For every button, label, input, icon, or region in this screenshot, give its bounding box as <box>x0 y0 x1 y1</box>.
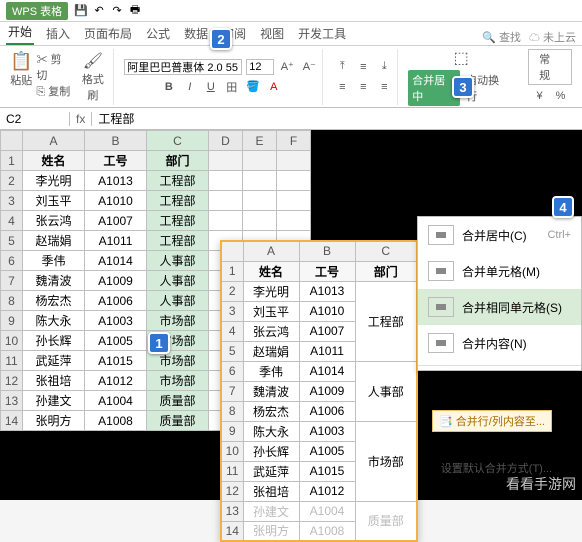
menu-set-default[interactable]: 设置默认合并方式(T)... <box>441 460 552 476</box>
search-link[interactable]: 🔍 查找 <box>482 29 521 45</box>
watermark: 看看手游网 <box>506 474 576 494</box>
ribbon: 📋 粘贴 ✂ 剪切 ⎘ 复制 🖌 格式刷 A⁺ A⁻ B I U 田 🪣 <box>0 46 582 108</box>
align-top-icon[interactable]: ⤒ <box>333 58 351 76</box>
print-icon[interactable]: 🖶 <box>128 4 142 18</box>
callout-1: 1 <box>148 332 170 354</box>
copy-icon[interactable]: ⎘ 复制 <box>36 83 72 99</box>
merge-icon[interactable]: ⬚ <box>454 48 469 68</box>
percent-icon[interactable]: % <box>552 87 570 105</box>
formula-value[interactable]: 工程部 <box>92 110 140 127</box>
increase-font-icon[interactable]: A⁺ <box>278 58 296 76</box>
number-group: 常规 ¥ % <box>524 49 576 105</box>
sheet-area: ABCDEF1姓名工号部门2李光明A1013工程部3刘玉平A1010工程部4张云… <box>0 130 582 500</box>
tab-layout[interactable]: 页面布局 <box>82 22 134 45</box>
align-mid-icon[interactable]: ≡ <box>354 58 372 76</box>
align-left-icon[interactable]: ≡ <box>333 78 351 96</box>
menu-item[interactable]: 合并相同单元格(S) <box>418 289 581 325</box>
italic-icon[interactable]: I <box>181 78 199 96</box>
align-right-icon[interactable]: ≡ <box>375 78 393 96</box>
app-badge: WPS 表格 <box>6 2 68 20</box>
underline-icon[interactable]: U <box>202 78 220 96</box>
title-bar: WPS 表格 💾 ↶ ↷ 🖶 <box>0 0 582 22</box>
border-icon[interactable]: 田 <box>223 78 241 96</box>
tab-data[interactable]: 数据 <box>182 22 210 45</box>
tab-insert[interactable]: 插入 <box>44 22 72 45</box>
align-group: ⤒ ≡ ⤓ ≡ ≡ ≡ <box>329 49 398 105</box>
font-color-icon[interactable]: A <box>265 78 283 96</box>
currency-icon[interactable]: ¥ <box>531 87 549 105</box>
number-format-select[interactable]: 常规 <box>528 49 572 85</box>
name-box[interactable]: C2 <box>0 112 70 126</box>
paste-label: 粘贴 <box>10 72 32 88</box>
clipboard-group: 📋 粘贴 ✂ 剪切 ⎘ 复制 🖌 格式刷 <box>6 49 114 105</box>
fx-icon[interactable]: fx <box>70 112 92 126</box>
format-painter-icon[interactable]: 🖌 <box>76 51 109 71</box>
result-overlay-grid: ABC1姓名工号部门2李光明A1013工程部3刘玉平A10104张云鸿A1007… <box>220 240 418 542</box>
ribbon-tabs: 开始 插入 页面布局 公式 数据 审阅 视图 开发工具 🔍 查找 ☁ 未上云 <box>0 22 582 46</box>
bold-icon[interactable]: B <box>160 78 178 96</box>
format-painter-label: 格式刷 <box>76 71 109 103</box>
undo-icon[interactable]: ↶ <box>92 4 106 18</box>
formula-bar: C2 fx 工程部 <box>0 108 582 130</box>
tooltip-merge-rowcol[interactable]: 📑 合并行/列内容至... <box>432 410 552 432</box>
tab-formula[interactable]: 公式 <box>144 22 172 45</box>
save-icon[interactable]: 💾 <box>74 4 88 18</box>
align-bot-icon[interactable]: ⤓ <box>375 58 393 76</box>
tab-view[interactable]: 视图 <box>258 22 286 45</box>
cloud-link[interactable]: ☁ 未上云 <box>529 29 576 45</box>
fill-color-icon[interactable]: 🪣 <box>244 78 262 96</box>
callout-4: 4 <box>552 196 574 218</box>
tab-start[interactable]: 开始 <box>6 20 34 45</box>
menu-item[interactable]: 合并内容(N) <box>418 325 581 361</box>
decrease-font-icon[interactable]: A⁻ <box>300 58 318 76</box>
redo-icon[interactable]: ↷ <box>110 4 124 18</box>
font-size-select[interactable] <box>246 59 274 75</box>
align-center-icon[interactable]: ≡ <box>354 78 372 96</box>
font-group: A⁺ A⁻ B I U 田 🪣 A <box>120 49 323 105</box>
paste-icon[interactable]: 📋 <box>10 51 32 72</box>
menu-item[interactable]: 合并居中(C)Ctrl+ <box>418 217 581 253</box>
font-name-select[interactable] <box>124 59 242 75</box>
cut-icon[interactable]: ✂ 剪切 <box>36 51 72 83</box>
tab-dev[interactable]: 开发工具 <box>296 22 348 45</box>
callout-2: 2 <box>210 28 232 50</box>
quick-access-icons: 💾 ↶ ↷ 🖶 <box>74 4 142 18</box>
callout-3: 3 <box>452 76 474 98</box>
menu-item[interactable]: 合并单元格(M) <box>418 253 581 289</box>
merge-dropdown-menu: 合并居中(C)Ctrl+合并单元格(M)合并相同单元格(S)合并内容(N) <box>417 216 582 371</box>
